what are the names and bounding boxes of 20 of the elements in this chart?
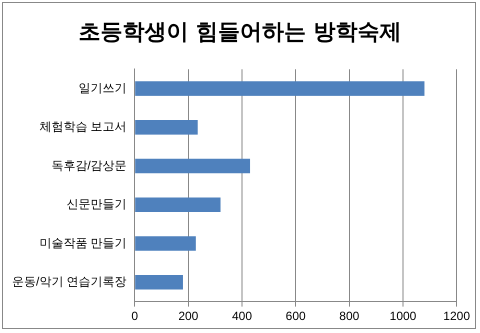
y-tick-label: 미술작품 만들기 — [39, 236, 127, 250]
bar — [135, 198, 221, 212]
x-tick-label: 0 — [131, 309, 138, 324]
chart-title: 초등학생이 힘들어하는 방학숙제 — [77, 19, 403, 47]
y-tick-label: 일기쓰기 — [78, 80, 127, 95]
y-tick-label: 체험학습 보고서 — [39, 120, 127, 134]
x-tick-label: 400 — [232, 309, 252, 324]
bar — [135, 158, 250, 174]
y-tick-label: 운동/악기 연습기록장 — [12, 274, 127, 289]
y-tick-label: 신문만들기 — [66, 197, 127, 212]
x-tick-label: 800 — [339, 309, 360, 324]
x-tick-label: 600 — [286, 309, 306, 324]
bar — [135, 81, 424, 96]
bar — [135, 274, 183, 290]
bar — [135, 236, 196, 251]
x-tick-label: 1000 — [390, 309, 417, 324]
x-tick-label: 1200 — [443, 309, 470, 324]
bar — [135, 120, 198, 135]
y-tick-label: 독후감/감상문 — [51, 158, 127, 172]
x-tick-label: 200 — [178, 309, 199, 324]
